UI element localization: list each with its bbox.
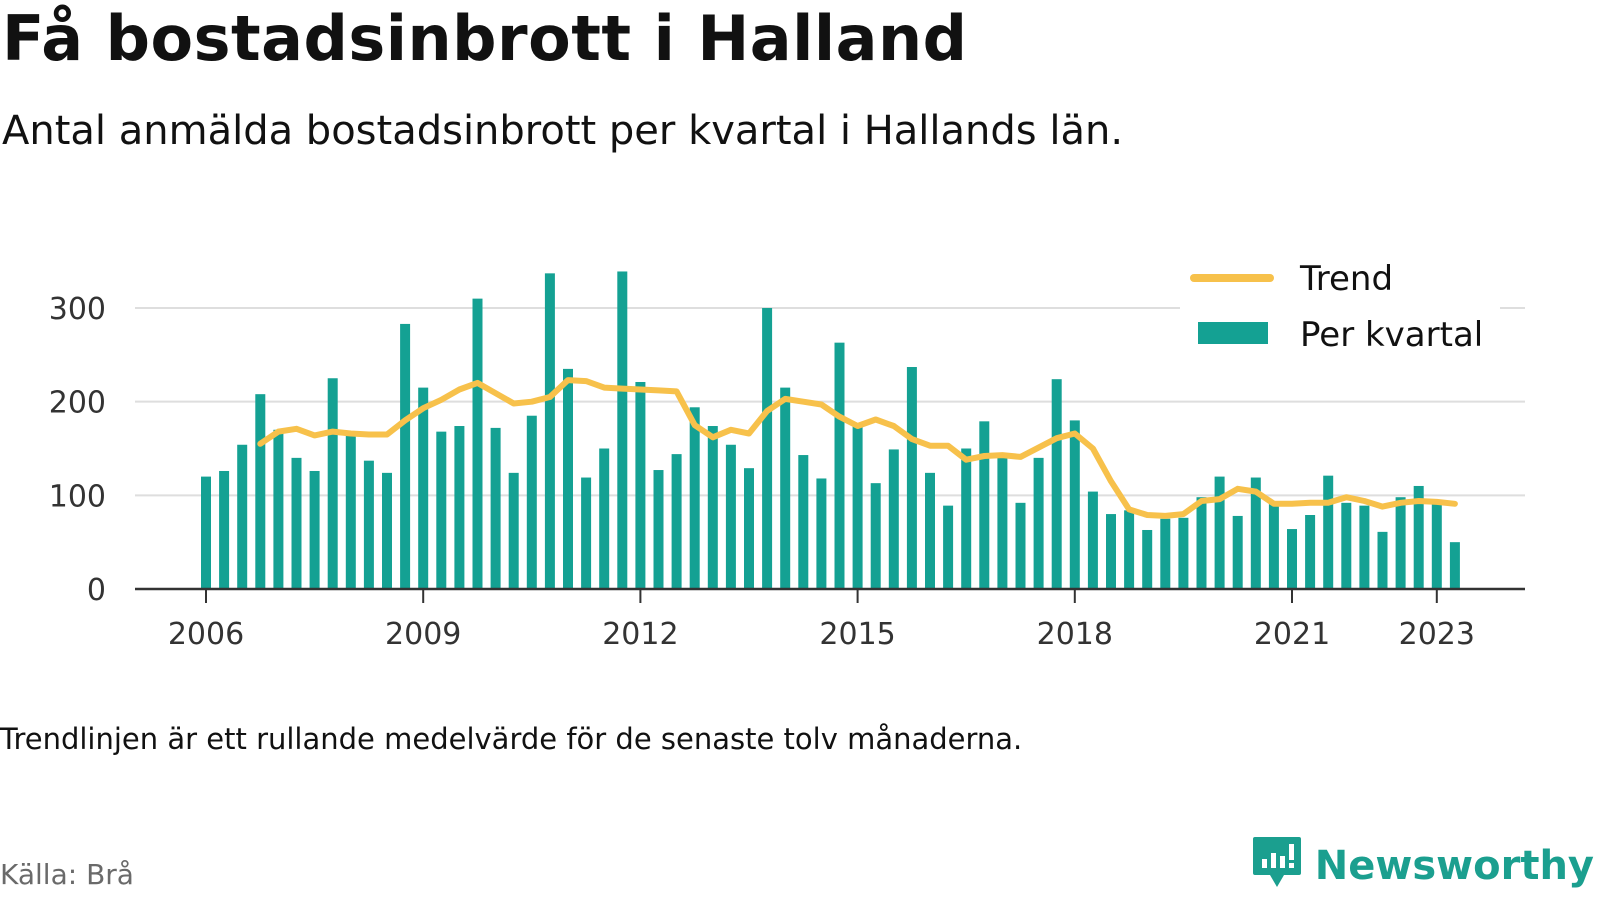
bar [1178, 517, 1189, 589]
legend: Trend Per kvartal [1180, 248, 1500, 368]
bar [418, 387, 429, 589]
bar [599, 448, 610, 589]
bar [363, 460, 374, 589]
chart-subtitle: Antal anmälda bostadsinbrott per kvartal… [2, 108, 1124, 154]
bar [870, 483, 881, 589]
bar [979, 421, 990, 589]
bar [1413, 485, 1424, 589]
bar [1160, 518, 1171, 589]
footnote: Trendlinjen är ett rullande medelvärde f… [0, 722, 1023, 756]
bar [617, 271, 628, 589]
y-tick-label: 0 [87, 573, 106, 608]
bar [1305, 515, 1316, 589]
bar [273, 429, 284, 589]
x-tick-label: 2009 [385, 617, 461, 652]
bar [1250, 477, 1261, 589]
bar [237, 444, 248, 589]
source-text: Källa: Brå [0, 858, 134, 891]
legend-label-bars: Per kvartal [1300, 315, 1483, 355]
bar [1069, 420, 1080, 589]
bar [1323, 475, 1334, 589]
bar [1196, 497, 1207, 589]
bar [345, 435, 356, 589]
bar-series [201, 271, 1460, 589]
bar [581, 477, 592, 589]
x-tick-label: 2012 [602, 617, 678, 652]
bar [1449, 542, 1460, 589]
y-tick-label: 100 [49, 479, 106, 514]
chart-title: Få bostadsinbrott i Halland [2, 2, 968, 75]
bar [707, 426, 718, 589]
bar [1287, 529, 1297, 589]
x-tick-label: 2006 [168, 617, 244, 652]
bar [689, 407, 700, 589]
bar [1124, 510, 1135, 589]
bar [436, 431, 447, 589]
bar [834, 342, 845, 589]
bar [1033, 457, 1044, 589]
bar [1377, 531, 1388, 589]
y-axis-tick-labels: 0 100 200 300 [49, 292, 106, 608]
bar [563, 368, 573, 589]
bar [1232, 515, 1243, 589]
bar [906, 367, 917, 589]
x-axis: 2006 2009 2012 2015 2018 2021 2023 [135, 587, 1525, 652]
bar [219, 470, 230, 589]
bar [544, 273, 555, 589]
bar [327, 378, 338, 589]
legend-swatch-bars [1198, 322, 1268, 344]
bar [1341, 502, 1352, 589]
bar [798, 455, 809, 589]
bar [1142, 529, 1153, 589]
bar [653, 470, 664, 589]
bar [1051, 379, 1062, 589]
legend-background [1180, 248, 1500, 368]
bar [382, 472, 392, 589]
bar [1431, 500, 1442, 589]
bar [635, 381, 646, 589]
bar [454, 426, 465, 589]
bar [1015, 502, 1026, 589]
bar [526, 415, 537, 589]
bar [762, 308, 773, 589]
y-tick-label: 200 [49, 386, 106, 421]
bar [997, 456, 1008, 589]
bar [780, 387, 791, 589]
bar [201, 476, 211, 589]
bar [291, 457, 302, 589]
bar [671, 454, 682, 589]
x-tick-label: 2018 [1037, 617, 1113, 652]
brand-name: Newsworthy [1314, 843, 1594, 889]
bar [508, 472, 519, 589]
bar [400, 323, 411, 589]
trend-line [257, 377, 1458, 519]
bar [1087, 491, 1098, 589]
bar [255, 394, 266, 589]
bar [1268, 502, 1279, 589]
bar [490, 427, 501, 589]
bar [725, 444, 736, 589]
bar [888, 449, 899, 589]
bar [309, 470, 320, 589]
y-tick-label: 300 [49, 292, 106, 327]
bar [961, 448, 972, 589]
bar [816, 478, 827, 589]
bar [472, 298, 483, 589]
bar [1359, 505, 1370, 589]
bar [943, 505, 954, 589]
trend-series [257, 377, 1458, 519]
bar [1214, 476, 1225, 589]
x-tick-label: 2021 [1254, 617, 1330, 652]
bar [1395, 497, 1406, 589]
x-tick-label: 2015 [819, 617, 895, 652]
x-tick-label: 2023 [1399, 617, 1475, 652]
bar-chart-bubble-icon [1251, 835, 1303, 897]
brand-logo: Newsworthy [1251, 835, 1594, 897]
legend-label-trend: Trend [1299, 259, 1393, 299]
bar [1106, 514, 1116, 589]
bar [925, 472, 935, 589]
bar [744, 468, 754, 589]
bar [852, 423, 863, 589]
